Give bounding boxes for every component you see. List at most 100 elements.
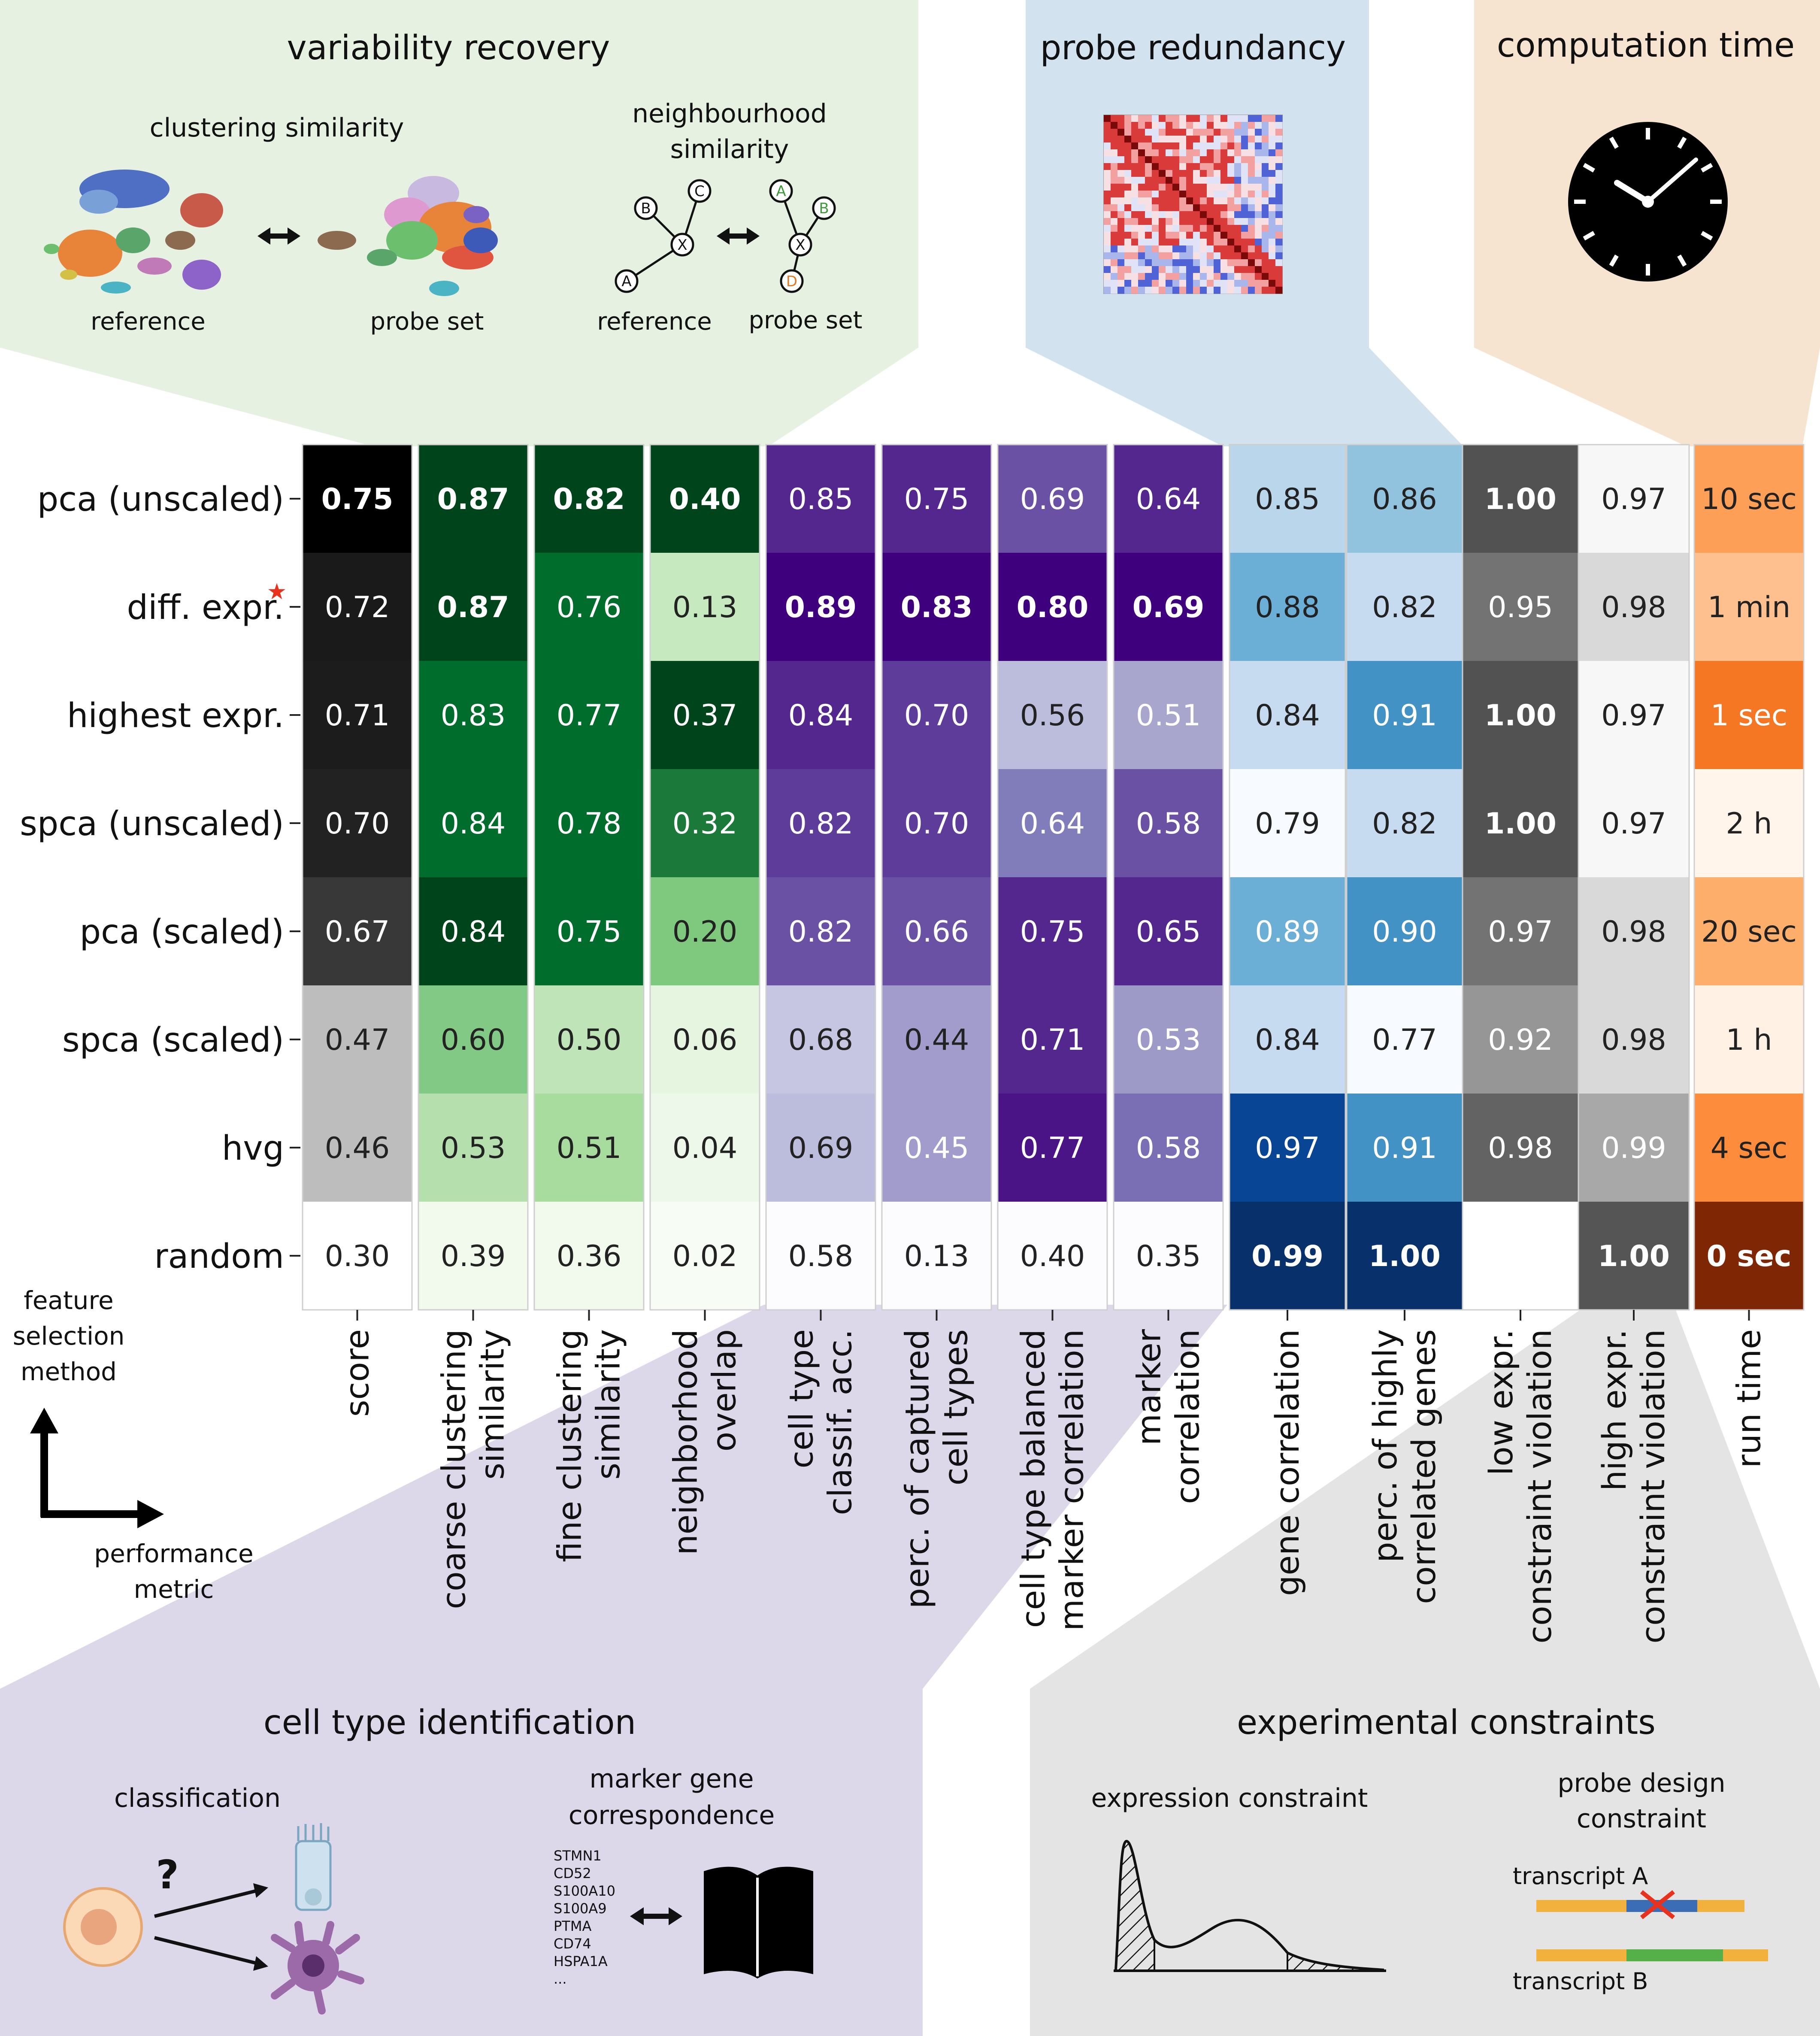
matrix-cell <box>1248 163 1255 170</box>
matrix-cell <box>1275 218 1283 225</box>
matrix-cell <box>1166 225 1173 232</box>
matrix-cell <box>1145 252 1152 260</box>
matrix-cell <box>1220 156 1228 164</box>
gene-name: PTMA <box>554 1918 591 1934</box>
matrix-cell <box>1200 232 1207 239</box>
heatmap-cell <box>1694 1202 1804 1310</box>
matrix-cell <box>1131 225 1139 232</box>
matrix-cell <box>1214 177 1221 184</box>
heatmap-cell <box>882 877 991 985</box>
matrix-cell <box>1124 245 1132 253</box>
matrix-cell <box>1241 232 1248 239</box>
cell-value: 0.98 <box>1601 1023 1666 1057</box>
cell-value: 0.53 <box>1136 1023 1201 1057</box>
matrix-cell <box>1193 225 1200 232</box>
matrix-cell <box>1227 280 1235 287</box>
matrix-cell <box>1234 122 1242 129</box>
matrix-cell <box>1104 252 1111 260</box>
matrix-cell <box>1117 259 1125 267</box>
matrix-cell <box>1255 184 1262 191</box>
gene-name: CD52 <box>554 1865 591 1881</box>
heatmap-cell <box>534 661 644 769</box>
matrix-cell <box>1186 266 1193 273</box>
matrix-cell <box>1166 252 1173 260</box>
matrix-cell <box>1179 163 1187 170</box>
matrix-cell <box>1220 184 1228 191</box>
matrix-cell <box>1152 239 1159 246</box>
column-label: correlated genes <box>1405 1329 1443 1604</box>
matrix-cell <box>1200 191 1207 198</box>
matrix-cell <box>1145 211 1152 218</box>
matrix-cell <box>1241 156 1248 164</box>
heatmap-cell <box>882 553 991 661</box>
heatmap-cell <box>534 553 644 661</box>
cell-value: 0.82 <box>1372 591 1437 624</box>
matrix-cell <box>1179 232 1187 239</box>
row-label: hvg <box>222 1129 284 1168</box>
matrix-cell <box>1179 211 1187 218</box>
cell-value: 0.76 <box>557 591 621 624</box>
matrix-cell <box>1255 225 1262 232</box>
probe-design-label-2: constraint <box>1577 1804 1706 1834</box>
matrix-cell <box>1152 204 1159 212</box>
matrix-cell <box>1214 129 1221 136</box>
matrix-cell <box>1255 170 1262 177</box>
heatmap-cell <box>998 1094 1107 1202</box>
heatmap-cell <box>303 877 412 985</box>
cell-value: 0.98 <box>1488 1131 1553 1165</box>
matrix-cell <box>1248 142 1255 150</box>
matrix-cell <box>1262 204 1269 212</box>
matrix-cell <box>1227 156 1235 164</box>
heatmap: pca (unscaled) diff. expr.★ highest expr. s… <box>20 444 1805 1644</box>
matrix-cell <box>1241 218 1248 225</box>
matrix-cell <box>1269 156 1276 164</box>
matrix-cell <box>1248 280 1255 287</box>
redundancy-title: probe redundancy <box>1040 29 1346 67</box>
cell-value: 0.50 <box>557 1023 621 1057</box>
cell-value: 0.92 <box>1488 1023 1553 1057</box>
heatmap-cell <box>1578 769 1689 877</box>
matrix-cell <box>1172 273 1180 280</box>
variability-title: variability recovery <box>287 29 610 67</box>
matrix-cell <box>1207 177 1214 184</box>
heatmap-cell <box>766 985 875 1094</box>
matrix-cell <box>1159 259 1166 267</box>
matrix-cell <box>1131 204 1139 212</box>
heatmap-cell <box>1463 445 1578 553</box>
cell-value: 0.86 <box>1372 482 1437 516</box>
matrix-cell <box>1207 259 1214 267</box>
matrix-cell <box>1227 170 1235 177</box>
matrix-cell <box>1234 204 1242 212</box>
cell-value: 1.00 <box>1484 699 1557 733</box>
heatmap-cell <box>998 445 1107 553</box>
cell-value: 0.87 <box>437 591 509 624</box>
matrix-cell <box>1145 197 1152 205</box>
heatmap-cell <box>650 877 760 985</box>
cell-value: 0.79 <box>1255 807 1320 841</box>
matrix-cell <box>1166 197 1173 205</box>
matrix-cell <box>1172 184 1180 191</box>
matrix-cell <box>1193 197 1200 205</box>
heatmap-cell <box>1463 1202 1578 1310</box>
matrix-cell <box>1186 273 1193 280</box>
matrix-cell <box>1262 225 1269 232</box>
matrix-cell <box>1166 156 1173 164</box>
matrix-cell <box>1186 170 1193 177</box>
matrix-cell <box>1207 197 1214 205</box>
matrix-cell <box>1111 142 1118 150</box>
heatmap-cell <box>534 769 644 877</box>
matrix-cell <box>1166 211 1173 218</box>
cell-value: 0.04 <box>672 1131 737 1165</box>
matrix-cell <box>1179 122 1187 129</box>
matrix-cell <box>1111 197 1118 205</box>
matrix-cell <box>1227 177 1235 184</box>
matrix-cell <box>1145 287 1152 294</box>
matrix-cell <box>1124 218 1132 225</box>
heatmap-cell <box>1229 985 1345 1094</box>
gene-name: ... <box>554 1971 567 1987</box>
cell-value: 0.82 <box>1372 807 1437 841</box>
matrix-cell <box>1227 163 1235 170</box>
matrix-cell <box>1186 142 1193 150</box>
matrix-cell <box>1179 204 1187 212</box>
heatmap-cell <box>1114 985 1223 1094</box>
